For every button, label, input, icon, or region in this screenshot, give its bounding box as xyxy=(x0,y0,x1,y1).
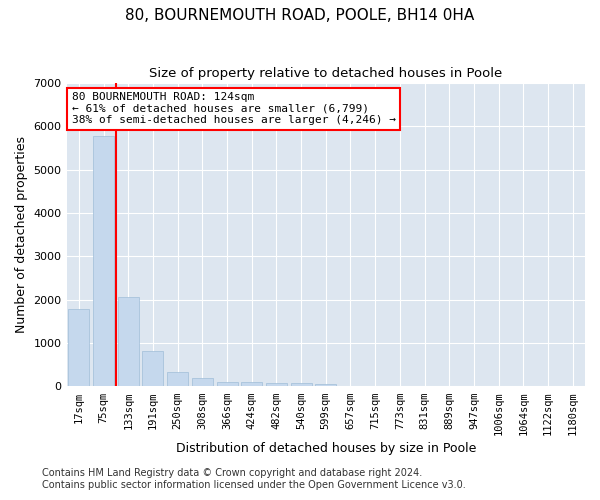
Text: 80 BOURNEMOUTH ROAD: 124sqm
← 61% of detached houses are smaller (6,799)
38% of : 80 BOURNEMOUTH ROAD: 124sqm ← 61% of det… xyxy=(72,92,396,126)
Text: Contains HM Land Registry data © Crown copyright and database right 2024.
Contai: Contains HM Land Registry data © Crown c… xyxy=(42,468,466,490)
Bar xyxy=(192,378,213,386)
Bar xyxy=(167,372,188,386)
Bar xyxy=(315,384,336,386)
Bar xyxy=(118,297,139,386)
Bar xyxy=(290,384,311,386)
Bar xyxy=(217,382,238,386)
Title: Size of property relative to detached houses in Poole: Size of property relative to detached ho… xyxy=(149,68,502,80)
Bar xyxy=(93,136,114,386)
Bar xyxy=(266,382,287,386)
X-axis label: Distribution of detached houses by size in Poole: Distribution of detached houses by size … xyxy=(176,442,476,455)
Y-axis label: Number of detached properties: Number of detached properties xyxy=(15,136,28,333)
Bar xyxy=(241,382,262,386)
Bar xyxy=(68,310,89,386)
Text: 80, BOURNEMOUTH ROAD, POOLE, BH14 0HA: 80, BOURNEMOUTH ROAD, POOLE, BH14 0HA xyxy=(125,8,475,22)
Bar xyxy=(142,351,163,386)
